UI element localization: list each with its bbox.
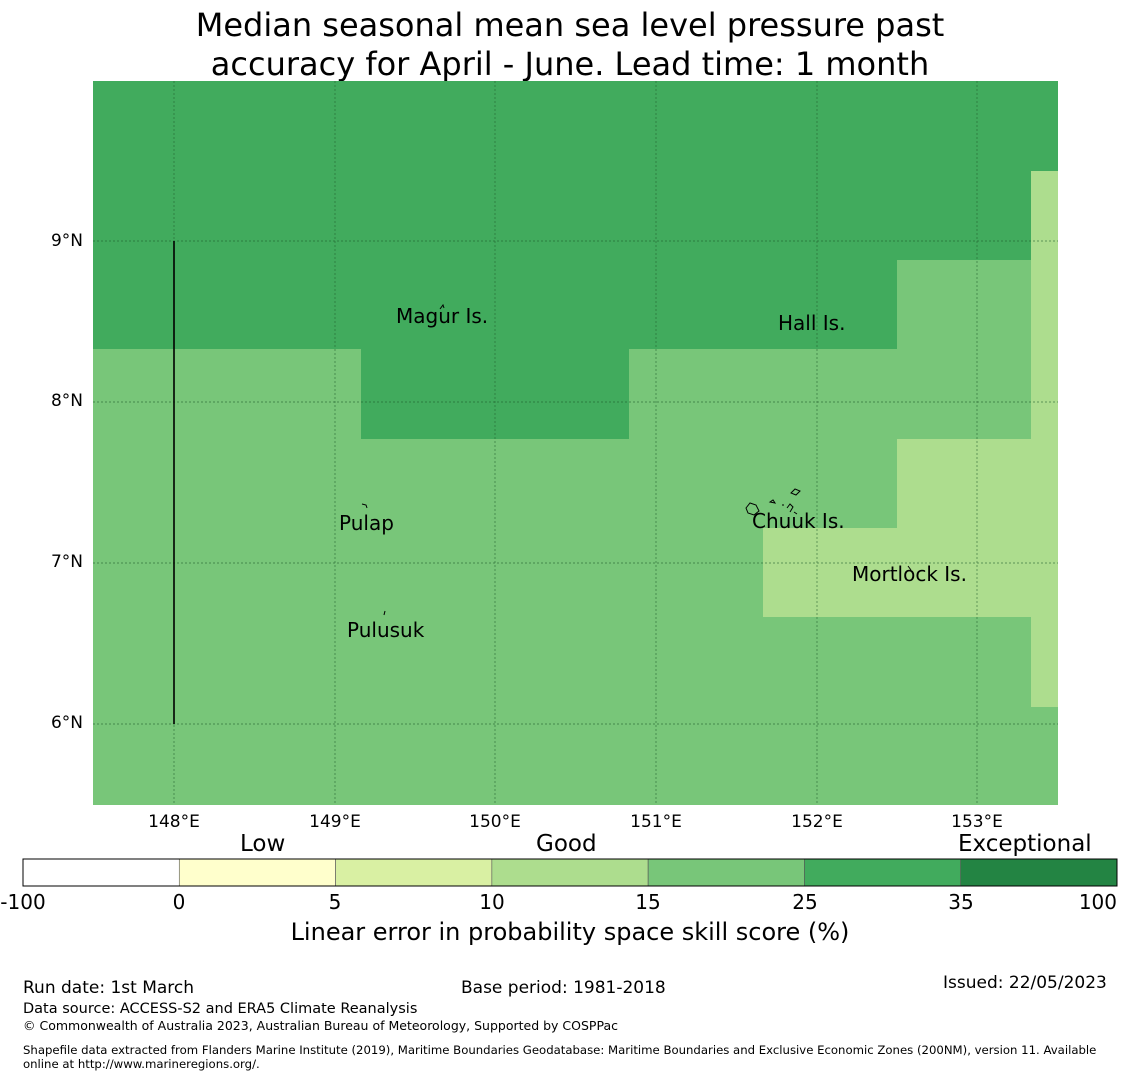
colorbar-frame: [22, 858, 1118, 887]
category-good: Good: [536, 831, 597, 857]
colorbar-tick: 10: [479, 890, 505, 914]
shapefile-credit-line-2: online at http://www.marineregions.org/.: [23, 1057, 260, 1071]
colorbar-tick: 100: [1078, 890, 1117, 914]
issued-date: Issued: 22/05/2023: [943, 973, 1107, 993]
colorbar-tick: -100: [0, 890, 46, 914]
colorbar-segment: [491, 858, 649, 887]
colorbar-tick: 35: [948, 890, 974, 914]
lon-label-150e: 150°E: [469, 812, 521, 832]
map-title-line-2: accuracy for April - June. Lead time: 1 …: [210, 45, 930, 83]
pulap-island: [361, 503, 368, 509]
lon-label-153e: 153°E: [951, 812, 1003, 832]
data-source: Data source: ACCESS-S2 and ERA5 Climate …: [23, 1001, 418, 1017]
colorbar-segment: [647, 858, 805, 887]
island-outlines: [361, 303, 912, 616]
colorbar-tick: 5: [328, 890, 342, 914]
place-label-hall: Hall Is.: [778, 311, 846, 335]
map-region-moderate: [1031, 171, 1058, 439]
lat-label-6n: 6°N: [50, 713, 83, 733]
shapefile-credit-line-1: Shapefile data extracted from Flanders M…: [23, 1043, 1097, 1057]
colorbar-segment: [178, 858, 336, 887]
place-label-pulap: Pulap: [339, 511, 394, 535]
colorbar-tick: 25: [792, 890, 818, 914]
pulusuk-island: [383, 610, 386, 616]
place-label-chuuk: Chuuk Is.: [752, 509, 845, 533]
colorbar-label: Linear error in probability space skill …: [290, 918, 850, 946]
lon-label-149e: 149°E: [309, 812, 361, 832]
lat-label-7n: 7°N: [50, 552, 83, 572]
place-label-pulusuk: Pulusuk: [347, 618, 425, 642]
magur-island: [439, 303, 445, 310]
map-title-line-1: Median seasonal mean sea level pressure …: [195, 6, 945, 44]
run-date: Run date: 1st March: [23, 978, 195, 998]
colorbar: [22, 858, 1118, 887]
lon-label-151e: 151°E: [630, 812, 682, 832]
colorbar-tick: 0: [172, 890, 186, 914]
mortlock-island: [907, 565, 912, 571]
colorbar-segment: [335, 858, 493, 887]
place-label-mortlock: Mortlock Is.: [852, 562, 967, 586]
colorbar-tick: 15: [635, 890, 661, 914]
lon-label-152e: 152°E: [791, 812, 843, 832]
category-low: Low: [240, 831, 286, 857]
lon-label-148e: 148°E: [148, 812, 200, 832]
lat-label-8n: 8°N: [50, 391, 83, 411]
chuuk-atoll: [745, 488, 801, 516]
copyright: © Commonwealth of Australia 2023, Austra…: [23, 1018, 618, 1033]
map-title: Median seasonal mean sea level pressure …: [0, 6, 1140, 84]
lat-label-9n: 9°N: [50, 231, 83, 251]
map-region-moderate-south: [763, 439, 1058, 707]
category-exceptional: Exceptional: [958, 831, 1092, 857]
colorbar-segment: [804, 858, 962, 887]
colorbar-segment: [22, 858, 180, 887]
colorbar-segment: [960, 858, 1118, 887]
place-label-magur: Magur Is.: [396, 304, 489, 328]
base-period: Base period: 1981-2018: [461, 978, 666, 998]
